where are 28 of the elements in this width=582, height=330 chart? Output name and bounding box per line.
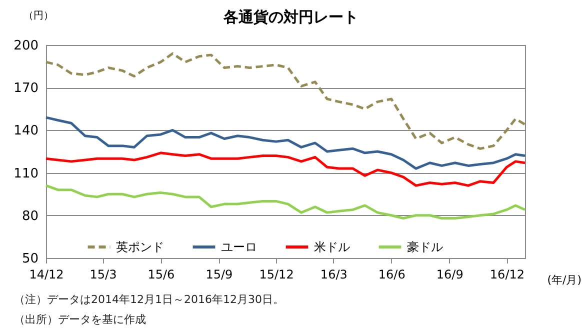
text: （注）データは2014年12月1日～2016年12月30日。 (14, 292, 284, 308)
line-series (44, 152, 526, 187)
line-series (44, 184, 526, 220)
y-tick-label: 50 (22, 252, 38, 266)
legend-label: 英ポンド (116, 240, 164, 254)
legend-label: ユーロ (221, 240, 257, 254)
x-tick-label: 15/12 (259, 268, 294, 282)
y-tick-label: 80 (22, 208, 38, 224)
x-tick-label: 15/6 (148, 268, 175, 282)
y-tick-label: 110 (14, 166, 38, 182)
x-tick-label: 16/6 (378, 268, 406, 282)
x-tick-label: 16/9 (436, 268, 464, 282)
x-tick-label: 15/3 (90, 268, 117, 282)
y-tick-label: 200 (14, 38, 38, 54)
chart-title: 各通貨の対円レート (224, 8, 358, 26)
x-tick-label: 14/12 (29, 268, 64, 282)
x-axis-title: (年/月) (547, 274, 582, 286)
x-tick-label: 16/3 (320, 268, 348, 282)
legend-label: 米ドル (314, 240, 350, 254)
legend-label: 豪ドル (407, 240, 443, 254)
x-tick-label: 15/9 (206, 268, 233, 282)
text: （出所）データを基に作成 (14, 312, 147, 328)
y-axis-title: （円） (24, 10, 54, 22)
line-series (44, 52, 526, 150)
x-tick-label: 16/12 (490, 268, 525, 282)
line-series (44, 116, 526, 170)
y-tick-label: 170 (14, 81, 38, 96)
y-tick-label: 140 (14, 124, 38, 139)
